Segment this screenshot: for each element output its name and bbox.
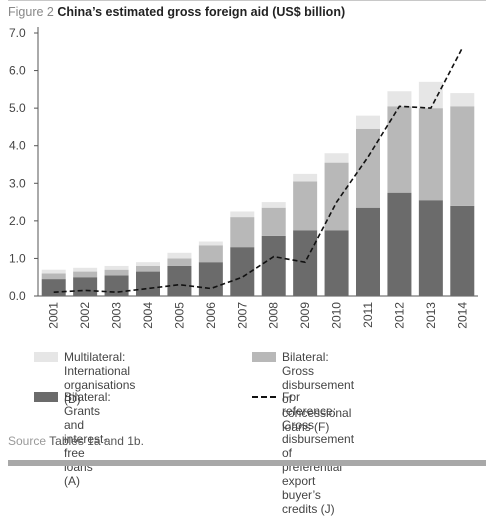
bar-concessional-2001: [41, 273, 66, 280]
bar-concessional-2014: [450, 106, 475, 206]
bar-grants-2011: [356, 207, 380, 296]
bar-grants-2008: [261, 235, 286, 296]
legend-label-concessional-1: Bilateral: Gross disbursement of: [282, 350, 355, 406]
legend-label-multilateral-2: organisations (D): [64, 378, 136, 406]
legend-swatch-multilateral: [34, 352, 58, 362]
bar-concessional-2007: [230, 217, 255, 248]
legend-label-grants-1: Bilateral: Grants and: [64, 390, 111, 432]
figure-title-text: China’s estimated gross foreign aid (US$…: [57, 5, 346, 19]
bar-grants-2014: [450, 205, 475, 296]
bar-grants-2006: [198, 262, 223, 296]
x-tick-label-2012: 2012: [392, 302, 406, 329]
bar-grants-2009: [293, 230, 318, 296]
bar-multilateral-2014: [450, 93, 475, 107]
x-tick-label-2004: 2004: [141, 302, 155, 329]
bar-concessional-2010: [324, 162, 349, 231]
x-tick-label-2009: 2009: [298, 302, 312, 329]
bar-multilateral-2007: [230, 211, 255, 218]
x-tick-label-2010: 2010: [330, 302, 344, 329]
bar-multilateral-2009: [293, 173, 318, 182]
top-rule: [8, 0, 486, 1]
bar-multilateral-2001: [41, 269, 66, 274]
bar-concessional-2004: [136, 265, 160, 272]
legend-swatch-grants: [34, 392, 58, 402]
legend-label-concessional-2: concessional loans (F): [282, 406, 352, 434]
bar-grants-2012: [387, 192, 412, 296]
bar-multilateral-2012: [387, 91, 412, 107]
bar-multilateral-2004: [136, 262, 160, 266]
y-tick-label: 1.0: [9, 251, 26, 265]
legend-swatch-reference: [252, 396, 276, 398]
bar-grants-2013: [418, 200, 443, 296]
x-tick-label-2002: 2002: [78, 302, 92, 329]
bar-concessional-2005: [167, 258, 192, 266]
legend-swatch-concessional: [252, 352, 276, 362]
x-tick-label-2006: 2006: [204, 302, 218, 329]
x-tick-label-2005: 2005: [172, 302, 186, 329]
bar-concessional-2003: [104, 269, 129, 276]
bar-concessional-2009: [293, 181, 318, 231]
x-tick-label-2013: 2013: [424, 302, 438, 329]
bar-multilateral-2003: [104, 265, 129, 270]
bar-grants-2003: [104, 275, 129, 296]
reference-line-reference: [53, 47, 464, 294]
y-tick-label: 2.0: [9, 214, 26, 228]
legend-label-reference-2: disbursement of preferential: [282, 432, 355, 474]
stacked-bar-chart: 0.0 1.0 2.0 3.0 4.0 5.0 6.0 7.0 2001 2002 2003 2004…: [9, 26, 478, 329]
x-tick-label-2003: 2003: [110, 302, 124, 329]
legend-label-reference-1: For reference: Gross: [282, 390, 337, 432]
x-tick-label-2007: 2007: [235, 302, 249, 329]
y-tick-label: 6.0: [9, 64, 26, 78]
x-tick-label-2014: 2014: [455, 302, 469, 329]
bar-multilateral-2002: [73, 267, 98, 272]
bottom-rule: [8, 460, 486, 466]
bar-concessional-2006: [198, 245, 223, 263]
legend-label-multilateral-1: Multilateral: International: [64, 350, 131, 378]
bar-grants-2001: [41, 279, 66, 296]
x-tick-label-2008: 2008: [267, 302, 281, 329]
bar-multilateral-2006: [198, 241, 223, 246]
bar-concessional-2013: [418, 108, 443, 201]
bar-concessional-2008: [261, 207, 286, 236]
x-tick-label-2001: 2001: [47, 302, 61, 329]
bar-multilateral-2011: [356, 115, 380, 129]
y-tick-label: 3.0: [9, 176, 26, 190]
bar-grants-2004: [136, 271, 160, 296]
bar-multilateral-2005: [167, 252, 192, 259]
figure-title: Figure 2 China’s estimated gross foreign…: [8, 5, 345, 19]
x-tick-label-2011: 2011: [361, 302, 375, 328]
bar-multilateral-2013: [418, 81, 443, 109]
y-tick-label: 4.0: [9, 139, 26, 153]
bar-concessional-2002: [73, 271, 98, 278]
bar-grants-2010: [324, 230, 349, 296]
y-tick-label: 5.0: [9, 101, 26, 115]
y-tick-label: 7.0: [9, 26, 26, 40]
source-label: Source: [8, 434, 47, 448]
bar-grants-2005: [167, 265, 192, 296]
source-note: Source Tables 1a and 1b.: [8, 434, 144, 448]
source-text: Tables 1a and 1b.: [49, 434, 144, 448]
legend-label-reference-3: export buyer’s credits (J): [282, 474, 335, 516]
bar-multilateral-2008: [261, 202, 286, 208]
bar-multilateral-2010: [324, 153, 349, 163]
y-tick-label: 0.0: [9, 289, 26, 303]
chart-legend: Multilateral: International organisation…: [34, 350, 355, 516]
figure-label: Figure 2: [8, 5, 54, 19]
